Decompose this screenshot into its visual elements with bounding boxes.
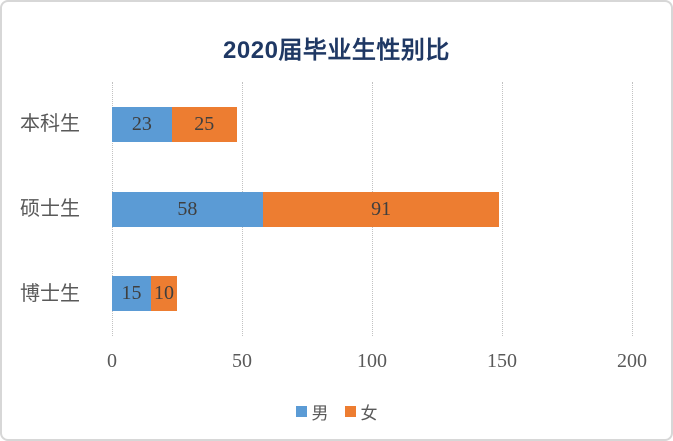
x-tick-label: 50 — [232, 350, 252, 372]
legend-item-male[interactable]: 男 — [295, 399, 329, 424]
bar-segment-male[interactable]: 23 — [112, 106, 172, 142]
category-label: 博士生 — [20, 282, 80, 305]
data-label: 91 — [371, 197, 392, 220]
data-label: 58 — [177, 197, 198, 220]
legend-label: 男 — [311, 404, 329, 423]
bar-segment-female[interactable]: 10 — [151, 276, 177, 312]
x-tick-label: 150 — [487, 350, 517, 372]
data-label: 25 — [194, 112, 215, 135]
legend-swatch-icon — [295, 406, 307, 417]
x-tick-label: 0 — [107, 350, 117, 372]
x-tick-label: 100 — [357, 350, 387, 372]
x-tick-label: 200 — [617, 350, 647, 372]
bar-segment-female[interactable]: 91 — [262, 191, 500, 227]
legend-item-female[interactable]: 女 — [344, 399, 378, 424]
bar-segment-male[interactable]: 58 — [112, 191, 263, 227]
gridline — [502, 82, 503, 336]
chart-title: 2020届毕业生性别比 — [223, 37, 450, 64]
legend: 男女 — [2, 399, 671, 424]
legend-label: 女 — [360, 404, 378, 423]
bar-segment-male[interactable]: 15 — [112, 276, 151, 312]
data-label: 15 — [121, 282, 142, 305]
data-label: 23 — [131, 112, 152, 135]
bar-segment-female[interactable]: 25 — [171, 106, 237, 142]
gridline — [632, 82, 633, 336]
category-label: 本科生 — [20, 113, 80, 136]
data-label: 10 — [154, 282, 174, 305]
category-label: 硕士生 — [20, 198, 80, 220]
legend-swatch-icon — [344, 406, 356, 417]
